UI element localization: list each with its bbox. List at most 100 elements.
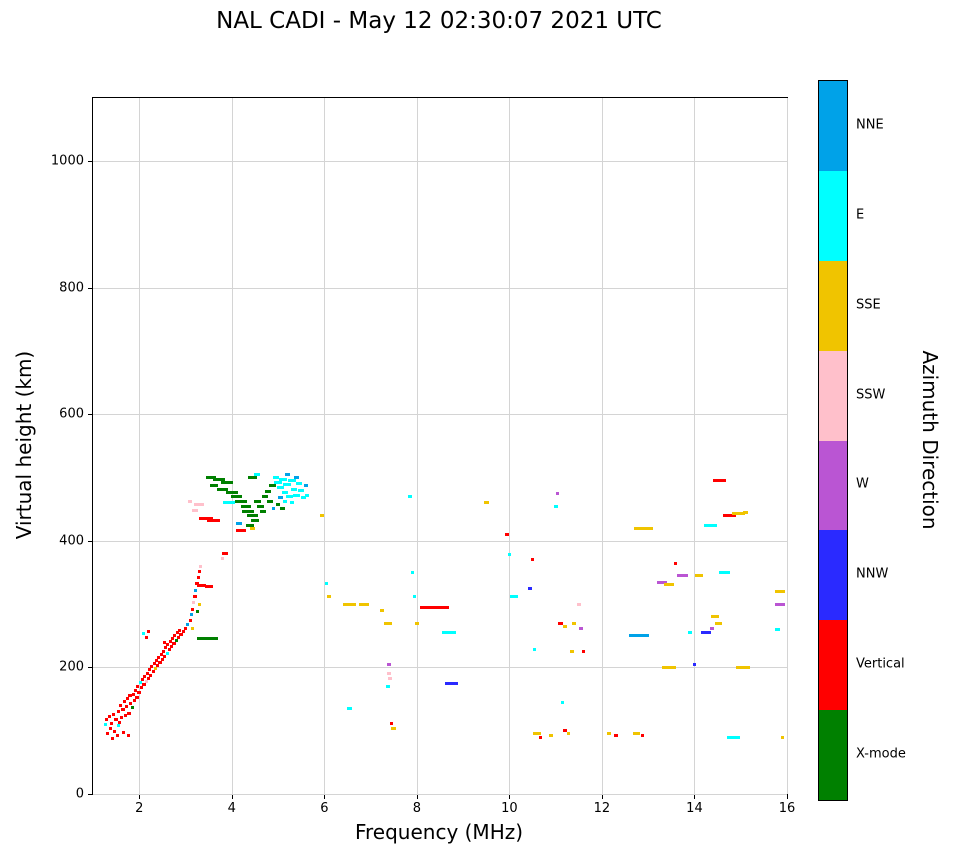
echo-point <box>657 580 667 584</box>
echo-point <box>205 476 217 480</box>
echo-point <box>192 509 198 513</box>
echo-point <box>700 631 712 635</box>
echo-point <box>248 476 257 480</box>
echo-point <box>153 667 157 671</box>
echo-point <box>161 649 165 653</box>
echo-point <box>157 656 161 660</box>
echo-point <box>174 638 178 642</box>
echo-point <box>254 472 261 476</box>
echo-point <box>127 711 131 715</box>
echo-point <box>150 665 154 669</box>
gridline-vertical <box>601 98 603 794</box>
echo-point <box>223 501 236 505</box>
echo-point <box>151 670 155 674</box>
echo-point <box>197 636 211 640</box>
echo-point <box>172 641 176 645</box>
echo-point <box>579 626 583 630</box>
echo-point <box>628 634 650 638</box>
x-tick-mark <box>231 794 233 799</box>
echo-point <box>114 718 118 722</box>
echo-point <box>197 583 207 587</box>
echo-point <box>136 684 140 688</box>
echo-point <box>287 479 297 483</box>
echo-point <box>225 490 238 494</box>
echo-point <box>206 519 220 523</box>
echo-point <box>553 504 558 508</box>
echo-point <box>138 681 142 685</box>
echo-point <box>386 684 391 688</box>
echo-point <box>159 653 163 657</box>
echo-point <box>221 480 234 484</box>
x-tick-label: 6 <box>320 801 329 816</box>
echo-point <box>509 595 519 599</box>
echo-point <box>210 637 219 641</box>
x-tick-mark <box>601 794 603 799</box>
gridline-vertical <box>509 98 511 794</box>
echo-point <box>142 632 146 636</box>
echo-point <box>275 502 281 506</box>
echo-point <box>301 496 306 500</box>
echo-point <box>273 481 283 485</box>
echo-point <box>246 524 255 528</box>
echo-point <box>139 686 144 690</box>
echo-point <box>165 652 169 656</box>
echo-point <box>632 732 641 736</box>
echo-point <box>179 633 183 637</box>
echo-point <box>505 533 509 537</box>
echo-point <box>281 490 289 494</box>
echo-point <box>556 491 560 495</box>
echo-point <box>123 714 128 718</box>
echo-point <box>217 488 228 492</box>
echo-point <box>147 629 151 633</box>
colorbar-label-nne: NNE <box>856 117 884 133</box>
colorbar-label-nnw: NNW <box>856 566 889 582</box>
echo-point <box>122 731 126 735</box>
echo-point <box>109 721 114 725</box>
echo-point <box>260 509 267 513</box>
echo-point <box>222 552 228 556</box>
echo-point <box>386 672 392 676</box>
y-tick-label: 200 <box>59 659 84 675</box>
echo-point <box>264 490 272 494</box>
echo-point <box>412 595 417 599</box>
echo-point <box>142 683 146 687</box>
colorbar <box>818 80 848 801</box>
echo-point <box>442 631 457 635</box>
colorbar-label-w: W <box>856 476 869 492</box>
x-tick-mark <box>416 794 418 799</box>
echo-point <box>715 621 722 625</box>
gridline-horizontal <box>93 414 787 416</box>
x-tick-label: 8 <box>412 801 421 816</box>
echo-point <box>528 586 533 590</box>
echo-point <box>231 495 242 499</box>
gridline-vertical <box>324 98 326 794</box>
echo-point <box>640 734 645 738</box>
echo-point <box>326 595 332 599</box>
echo-point <box>420 605 442 609</box>
echo-point <box>137 690 142 694</box>
echo-point <box>160 657 165 661</box>
echo-point <box>530 558 535 562</box>
echo-point <box>212 478 225 482</box>
echo-point <box>194 502 205 506</box>
x-tick-label: 16 <box>778 801 796 816</box>
x-tick-mark <box>694 794 696 799</box>
echo-point <box>118 721 122 724</box>
echo-point <box>128 693 132 697</box>
echo-point <box>240 504 251 508</box>
echo-point <box>775 602 785 606</box>
echo-point <box>194 588 198 592</box>
echo-point <box>178 628 182 632</box>
echo-point <box>107 715 111 719</box>
echo-point <box>110 736 114 740</box>
plot-area: 2 4 6 8 10 12 14 16 0 200 400 600 800 1000 <box>51 97 795 816</box>
echo-point <box>742 510 749 514</box>
echo-point <box>718 571 731 575</box>
echo-point <box>235 521 242 525</box>
gridline-horizontal <box>93 667 787 669</box>
echo-point <box>154 658 158 662</box>
echo-point <box>581 650 585 654</box>
y-tick-label: 400 <box>59 533 84 549</box>
echo-point <box>116 709 121 713</box>
echo-point <box>722 514 736 518</box>
